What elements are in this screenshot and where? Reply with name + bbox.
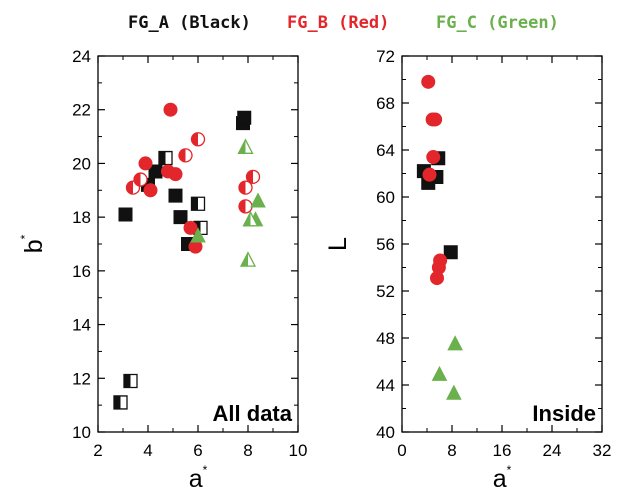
x-tick-label: 8 (447, 441, 456, 460)
x-tick-label: 32 (593, 441, 612, 460)
y-axis-label: b* (18, 234, 48, 253)
y-tick-label: 16 (72, 262, 91, 281)
y-tick-label: 24 (72, 47, 91, 66)
x-tick-label: 0 (397, 441, 406, 460)
point-fg-a (237, 110, 252, 125)
y-tick-label: 20 (72, 154, 91, 173)
point-fg-b (421, 74, 436, 89)
point-fg-a (173, 210, 188, 225)
panel-2: 0 8 16 24 32 40 44 48 52 56 60 64 68 72 a* L Inside (324, 47, 611, 493)
y-tick-label: 44 (376, 376, 395, 395)
series-fg-c (431, 335, 463, 400)
point-fg-c (237, 138, 254, 154)
series-fg-b (125, 102, 261, 254)
point-fg-a (118, 207, 133, 222)
y-tick-label: 18 (72, 208, 91, 227)
point-fg-c (446, 384, 462, 400)
point-fg-a (168, 188, 183, 203)
x-tick-label: 4 (143, 441, 152, 460)
x-axis-label: a* (189, 463, 208, 493)
point-fg-b (163, 102, 178, 117)
legend-entry-fg-c: FG_C (Green) (436, 13, 559, 33)
y-tick-label: 64 (376, 141, 395, 160)
point-fg-c (250, 192, 266, 208)
legend: FG_A (Black) FG_B (Red) FG_C (Green) (0, 0, 617, 40)
legend-entry-fg-b: FG_B (Red) (287, 13, 390, 33)
point-fg-b (428, 112, 443, 127)
x-tick-label: 8 (243, 441, 252, 460)
panel-title: All data (213, 401, 293, 426)
point-fg-b (238, 199, 253, 214)
x-tick-label: 10 (289, 441, 308, 460)
y-tick-label: 48 (376, 329, 395, 348)
point-fg-c (239, 251, 257, 267)
y-tick-label: 60 (376, 188, 395, 207)
y-tick-label: 56 (376, 235, 395, 254)
point-fg-c (242, 210, 259, 227)
point-fg-c (190, 227, 206, 243)
point-fg-a (443, 245, 458, 260)
point-fg-a (113, 395, 128, 410)
point-fg-b (238, 180, 253, 195)
y-tick-label: 40 (376, 423, 395, 442)
x-axis-label: a* (493, 463, 512, 493)
point-fg-a (148, 164, 163, 179)
panel-title: Inside (532, 401, 596, 426)
point-fg-b (426, 150, 441, 165)
point-fg-c (431, 365, 448, 381)
y-tick-label: 10 (72, 423, 91, 442)
y-tick-label: 72 (376, 47, 395, 66)
point-fg-b (143, 183, 158, 198)
y-tick-label: 12 (72, 369, 91, 388)
point-fg-b (168, 167, 183, 182)
y-tick-label: 68 (376, 94, 395, 113)
point-fg-b (429, 271, 445, 286)
y-axis-label: L (324, 237, 352, 251)
plot-frame (401, 55, 603, 433)
x-tick-label: 16 (493, 441, 512, 460)
series-fg-c (190, 138, 266, 267)
y-tick-label: 22 (72, 101, 91, 120)
x-tick-label: 2 (93, 441, 102, 460)
y-tick-label: 52 (376, 282, 395, 301)
point-fg-b (183, 220, 198, 235)
point-fg-c (447, 335, 463, 351)
point-fg-a (123, 373, 138, 389)
point-fg-b (245, 169, 261, 184)
point-fg-b (178, 148, 193, 163)
series-fg-b (421, 74, 448, 286)
x-tick-label: 6 (193, 441, 202, 460)
legend-entry-fg-a: FG_A (Black) (128, 13, 251, 33)
y-tick-label: 14 (72, 316, 91, 335)
point-fg-b (190, 132, 206, 147)
point-fg-a (158, 150, 173, 166)
point-fg-a (190, 196, 206, 211)
point-fg-b (138, 156, 153, 171)
point-fg-b (422, 167, 437, 182)
point-fg-b (133, 172, 148, 187)
series-fg-a (416, 151, 458, 260)
x-tick-label: 24 (543, 441, 562, 460)
